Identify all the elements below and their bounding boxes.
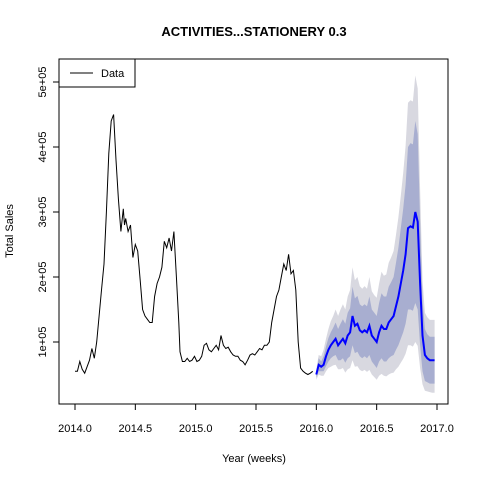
- forecast-band-80-area: [316, 121, 435, 384]
- y-axis: 1e+05 2e+05 3e+05 4e+05 5e+05: [37, 67, 60, 358]
- y-tick-label: 2e+05: [37, 262, 49, 293]
- y-tick-label: 5e+05: [37, 67, 49, 98]
- x-axis: 2014.0 2014.5 2015.0 2015.5 2016.0 2016.5 2017…: [58, 403, 454, 435]
- legend: Data: [58, 58, 136, 88]
- x-tick-label: 2014.5: [119, 423, 153, 435]
- x-tick-label: 2016.5: [360, 423, 394, 435]
- chart-title: ACTIVITIES...STATIONERY 0.3: [161, 24, 346, 39]
- x-tick-label: 2015.0: [179, 423, 213, 435]
- series-lines: [75, 114, 435, 376]
- x-tick-label: 2016.0: [300, 423, 334, 435]
- x-tick-label: 2015.5: [239, 423, 273, 435]
- y-tick-label: 3e+05: [37, 197, 49, 228]
- y-tick-label: 1e+05: [37, 327, 49, 358]
- y-tick-label: 4e+05: [37, 132, 49, 163]
- series-line-data: [75, 114, 314, 376]
- x-tick-label: 2017.0: [420, 423, 454, 435]
- legend-label-data: Data: [101, 68, 125, 80]
- x-axis-label: Year (weeks): [222, 453, 286, 465]
- series-line-forecast: [315, 211, 435, 375]
- forecast-band-80: [316, 121, 435, 384]
- x-tick-label: 2014.0: [58, 423, 92, 435]
- y-axis-label: Total Sales: [4, 204, 16, 258]
